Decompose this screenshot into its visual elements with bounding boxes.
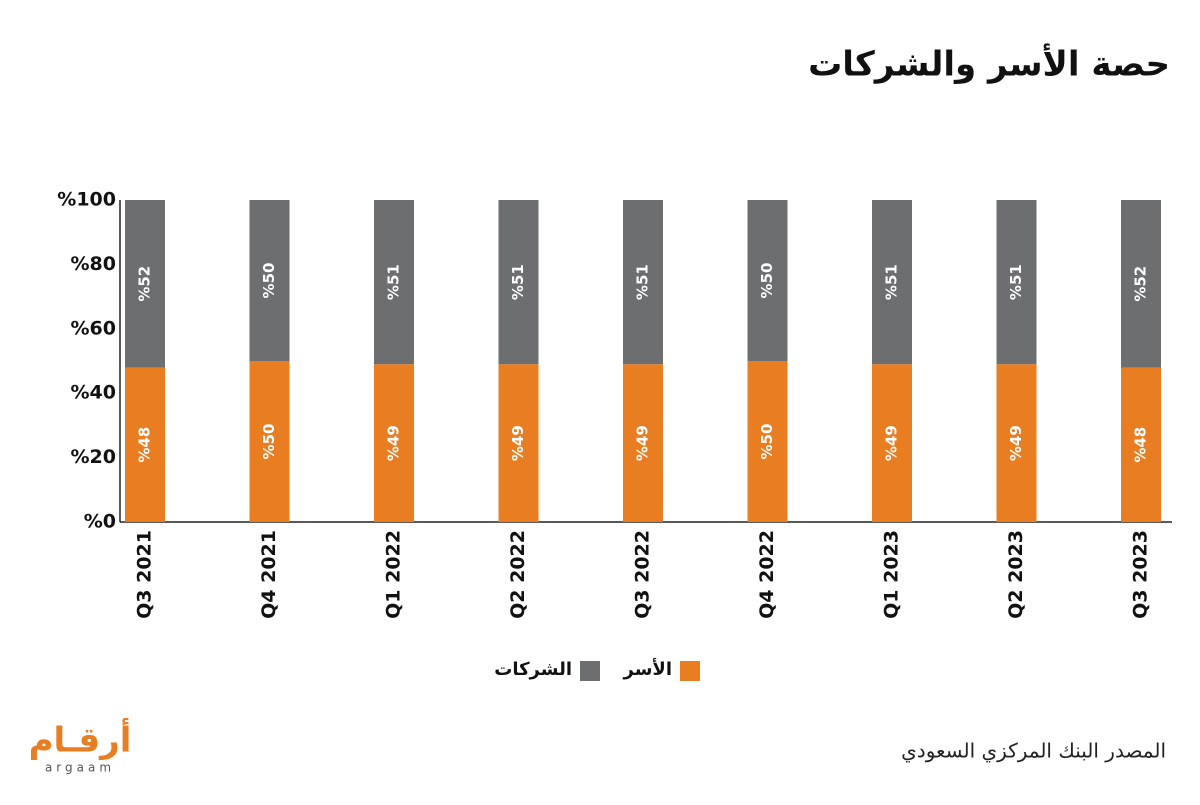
x-tick-label: Q1 2023 xyxy=(881,530,903,619)
bar-segment xyxy=(623,200,663,365)
x-tick-label: Q1 2022 xyxy=(383,530,405,619)
x-tick-label: Q2 2023 xyxy=(1005,530,1027,619)
value-label: %49 xyxy=(385,425,403,461)
value-label: %49 xyxy=(883,425,901,461)
bar-segment xyxy=(374,200,414,365)
bar-segment xyxy=(1121,367,1161,522)
value-label: %51 xyxy=(509,264,527,300)
x-tick-label: Q3 2021 xyxy=(134,530,156,619)
x-tick-label: Q4 2022 xyxy=(756,530,778,619)
value-label: %50 xyxy=(260,424,278,460)
y-tick-label: %60 xyxy=(71,317,116,339)
x-tick-label: Q3 2022 xyxy=(632,530,654,619)
value-label: %49 xyxy=(509,425,527,461)
legend-swatch xyxy=(680,661,700,681)
value-label: %48 xyxy=(136,427,154,463)
y-tick-label: %40 xyxy=(71,382,116,404)
logo-arabic: أرقـام xyxy=(29,718,132,761)
bar-segment xyxy=(872,200,912,365)
value-label: %51 xyxy=(385,264,403,300)
source: المصدر البنك المركزي السعودي xyxy=(901,739,1166,764)
bar-segment xyxy=(1121,200,1161,368)
logo-latin: argaam xyxy=(45,761,115,775)
value-label: %51 xyxy=(883,264,901,300)
value-label: %49 xyxy=(634,425,652,461)
bar-segment xyxy=(498,200,539,365)
value-label: %50 xyxy=(758,263,776,299)
chart-title: حصة الأسر والشركات xyxy=(808,43,1170,85)
bar-segment xyxy=(249,200,290,361)
legend-label: الشركات xyxy=(494,659,572,680)
value-label: %51 xyxy=(634,264,652,300)
y-tick-label: %20 xyxy=(71,446,116,468)
value-label: %50 xyxy=(260,263,278,299)
value-label: %50 xyxy=(758,424,776,460)
bar-segment xyxy=(623,364,663,522)
bar-segment xyxy=(498,364,539,522)
y-tick-label: %0 xyxy=(84,511,116,533)
legend-label: الأسر xyxy=(623,658,672,680)
y-tick-label: %100 xyxy=(57,189,116,211)
x-tick-label: Q4 2021 xyxy=(258,530,280,619)
x-tick-label: Q3 2023 xyxy=(1130,530,1152,619)
bar-segment xyxy=(747,361,788,522)
legend-swatch xyxy=(580,661,600,681)
value-label: %52 xyxy=(1132,266,1150,302)
x-tick-label: Q2 2022 xyxy=(507,530,529,619)
bar-segment xyxy=(747,200,788,361)
value-label: %52 xyxy=(136,266,154,302)
bar-segment xyxy=(249,361,290,522)
y-tick-label: %80 xyxy=(71,253,116,275)
bar-segment xyxy=(374,364,414,522)
bar-segment xyxy=(125,200,165,368)
bar-segment xyxy=(125,367,165,522)
value-label: %51 xyxy=(1007,264,1025,300)
value-label: %49 xyxy=(1007,425,1025,461)
value-label: %48 xyxy=(1132,427,1150,463)
bar-segment xyxy=(996,364,1037,522)
bar-segment xyxy=(996,200,1037,365)
bar-segment xyxy=(872,364,912,522)
